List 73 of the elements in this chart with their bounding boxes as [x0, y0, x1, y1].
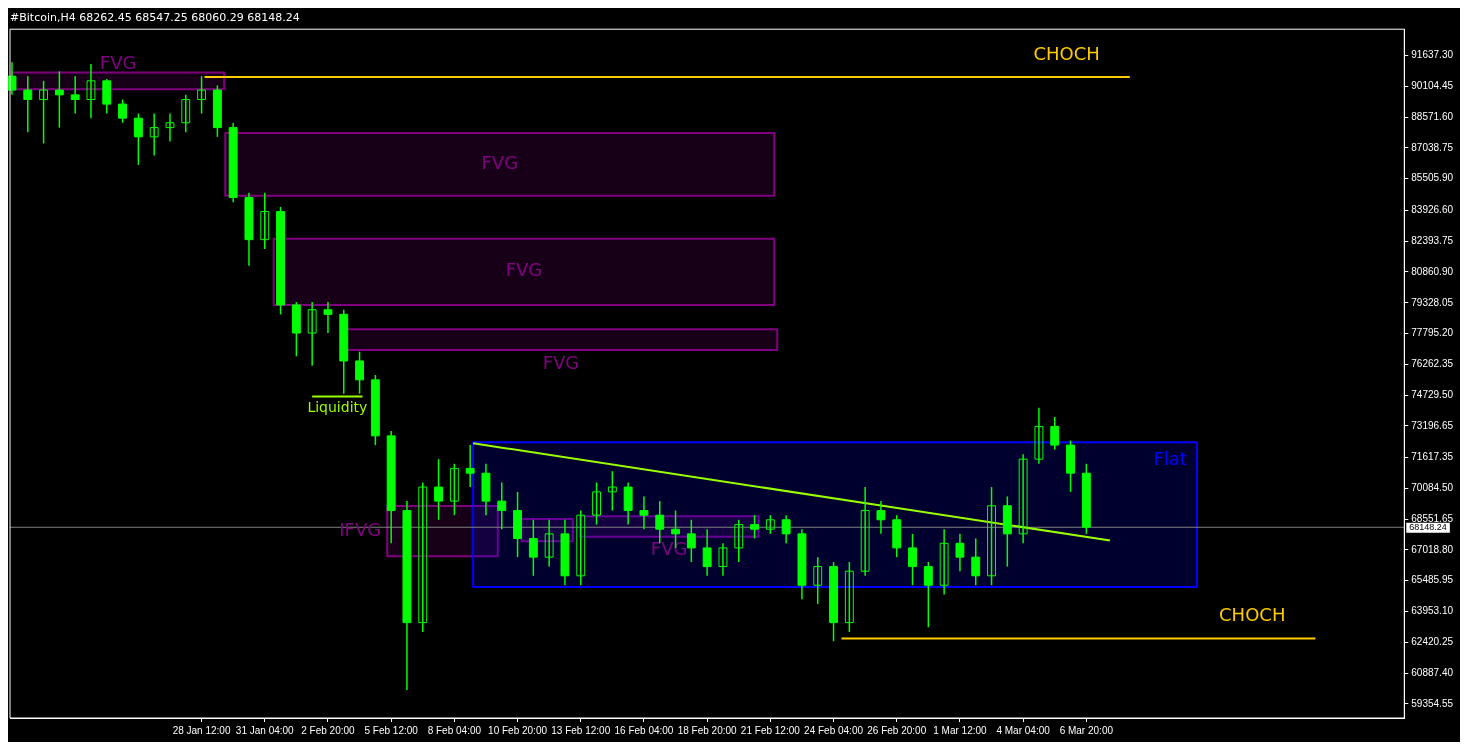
candlestick — [418, 481, 428, 633]
y-tick-label: 59354.55 — [1411, 697, 1454, 709]
x-tick-label: 16 Feb 04:00 — [614, 724, 674, 736]
candlestick — [1018, 453, 1028, 545]
x-tick-label: 26 Feb 20:00 — [867, 724, 927, 736]
y-tick-label: 67018.80 — [1411, 543, 1454, 555]
x-tick-label: 10 Feb 20:00 — [488, 724, 548, 736]
legend-label: FVG — [505, 259, 543, 281]
candlestick — [165, 112, 175, 143]
series-label: CHOCH — [1219, 604, 1286, 626]
candlestick — [149, 112, 159, 157]
x-tick-label: 8 Feb 04:00 — [427, 724, 482, 736]
y-tick-label: 79328.05 — [1411, 296, 1454, 308]
ref-line-label: 68148.24 — [1409, 522, 1447, 533]
y-tick-label: 63953.10 — [1411, 605, 1454, 617]
y-tick-label: 80860.90 — [1411, 265, 1454, 277]
y-tick-label: 71617.35 — [1411, 451, 1454, 463]
legend-label: Flat — [1153, 447, 1187, 469]
candlestick — [987, 486, 996, 587]
y-tick-label: 87038.75 — [1411, 141, 1454, 153]
x-tick-label: 24 Feb 04:00 — [804, 724, 864, 736]
x-tick-label: 13 Feb 12:00 — [551, 724, 611, 736]
x-tick-label: 21 Feb 12:00 — [740, 724, 801, 736]
x-tick-label: 28 Jan 12:00 — [172, 724, 231, 736]
candlestick — [260, 192, 270, 250]
candlestick — [39, 80, 49, 145]
x-tick-label: 4 Mar 04:00 — [996, 724, 1051, 736]
y-tick-label: 85505.90 — [1411, 172, 1454, 184]
candlestick — [765, 514, 775, 535]
y-tick-label: 70084.50 — [1411, 482, 1454, 494]
x-tick-label: 1 Mar 12:00 — [933, 724, 988, 736]
y-tick-label: 73196.65 — [1411, 419, 1454, 431]
candlestick — [844, 561, 854, 633]
candlestick — [544, 519, 554, 568]
candlestick — [449, 463, 459, 516]
y-tick-label: 60887.40 — [1411, 666, 1454, 678]
chart-title: #Bitcoin,H4 68262.45 68547.25 68060.29 68148.24 — [10, 11, 300, 25]
y-tick-label: 62420.25 — [1411, 636, 1454, 648]
y-tick-label: 65485.95 — [1411, 574, 1454, 586]
candlestick — [860, 486, 870, 577]
candlestick — [307, 301, 317, 367]
y-tick-label: 88571.60 — [1411, 110, 1454, 122]
candlestick — [607, 470, 617, 512]
candlestick — [592, 481, 601, 526]
x-tick-label: 5 Feb 12:00 — [364, 724, 419, 736]
x-tick-label: 31 Jan 04:00 — [235, 724, 295, 736]
candlestick — [181, 94, 191, 133]
series-label: CHOCH — [1033, 42, 1100, 64]
candlestick — [939, 528, 949, 596]
legend-label: FVG — [650, 538, 688, 560]
y-tick-label: 76262.35 — [1411, 358, 1454, 370]
candlestick — [750, 514, 759, 540]
y-tick-label: 68551.65 — [1411, 512, 1454, 524]
candlestick — [576, 509, 586, 587]
candlestick — [197, 75, 207, 115]
legend-label: FVG — [542, 351, 580, 373]
candlestick — [734, 519, 744, 563]
x-tick-label: 6 Mar 20:00 — [1059, 724, 1114, 736]
candlestick — [718, 542, 728, 577]
legend-label: FVG — [481, 152, 519, 174]
x-tick-label: 18 Feb 20:00 — [677, 724, 738, 736]
candlestick — [1034, 406, 1044, 465]
y-tick-label: 82393.75 — [1411, 234, 1454, 246]
y-tick-label: 91637.30 — [1411, 49, 1454, 61]
y-tick-label: 77795.20 — [1411, 327, 1454, 339]
x-tick-label: 2 Feb 20:00 — [301, 724, 356, 736]
series-label: Liquidity — [307, 399, 368, 416]
legend-label: FVG — [99, 52, 137, 74]
y-tick-label: 74729.50 — [1411, 388, 1454, 400]
candlestick — [86, 63, 96, 119]
y-tick-label: 83926.60 — [1411, 204, 1454, 216]
y-tick-label: 90104.45 — [1411, 80, 1454, 92]
candlestick — [813, 556, 823, 605]
